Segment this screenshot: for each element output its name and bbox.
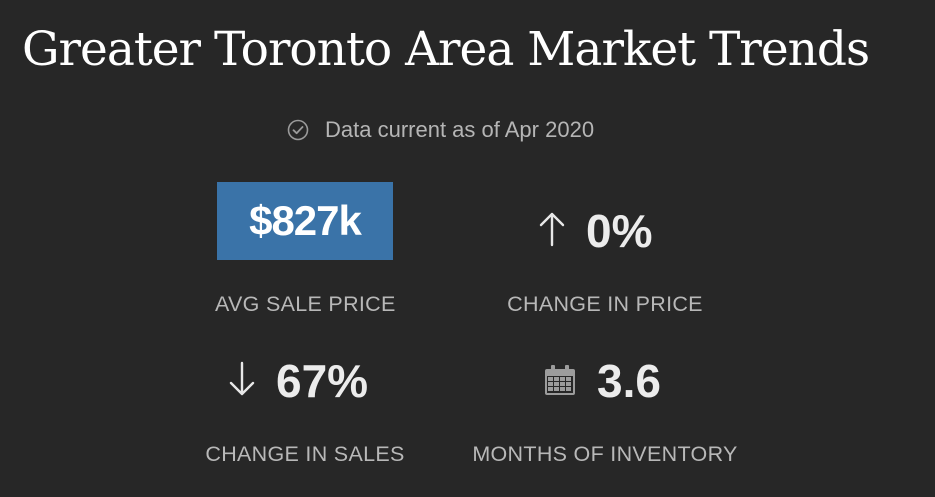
data-current-note: Data current as of Apr 2020 <box>287 116 594 144</box>
arrow-up-icon <box>538 204 566 258</box>
check-circle-icon <box>287 119 309 141</box>
arrow-down-icon <box>228 354 256 408</box>
avg-sale-price-value: $827k <box>249 197 362 244</box>
change-in-price-label: CHANGE IN PRICE <box>507 292 703 316</box>
change-in-price-stat: 0% <box>538 204 652 258</box>
change-in-price-value: 0% <box>586 205 653 257</box>
months-of-inventory-value: 3.6 <box>597 355 661 407</box>
avg-sale-price-box: $827k <box>217 182 393 260</box>
months-of-inventory-label: MONTHS OF INVENTORY <box>472 442 738 466</box>
avg-sale-price-label: AVG SALE PRICE <box>215 292 396 316</box>
data-current-text: Data current as of Apr 2020 <box>325 117 595 142</box>
months-of-inventory-stat: 3.6 <box>543 354 661 408</box>
change-in-sales-stat: 67% <box>228 354 368 408</box>
calendar-icon <box>543 354 577 408</box>
page-title: Greater Toronto Area Market Trends <box>22 22 870 77</box>
change-in-sales-label: CHANGE IN SALES <box>205 442 405 466</box>
change-in-sales-value: 67% <box>276 355 369 407</box>
